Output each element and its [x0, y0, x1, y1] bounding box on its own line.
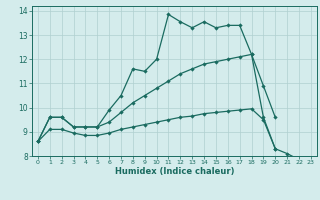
X-axis label: Humidex (Indice chaleur): Humidex (Indice chaleur)	[115, 167, 234, 176]
